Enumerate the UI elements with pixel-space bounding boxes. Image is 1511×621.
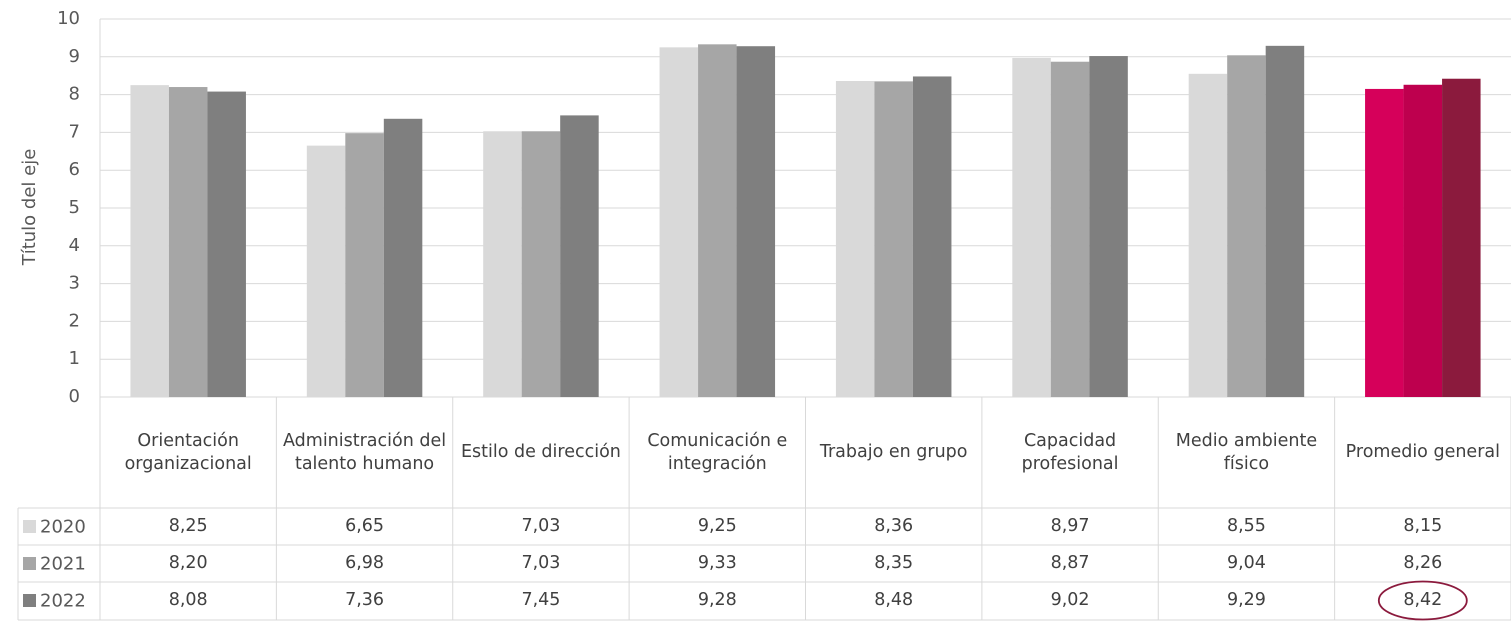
y-tick-label: 2	[69, 310, 80, 331]
table-value: 9,29	[1226, 590, 1266, 610]
table-value: 8,42	[1403, 590, 1443, 610]
y-tick-label: 4	[69, 235, 80, 256]
legend-swatch	[23, 557, 36, 570]
category-label: Trabajo en grupo	[819, 442, 968, 462]
bar	[1050, 61, 1090, 398]
legend-swatch	[23, 594, 36, 607]
table-value: 9,04	[1226, 553, 1266, 573]
table-value: 7,03	[521, 516, 561, 536]
bar	[345, 133, 384, 397]
table-value: 8,08	[168, 590, 208, 610]
y-tick-label: 7	[69, 121, 80, 142]
y-tick-label: 10	[57, 8, 80, 29]
y-axis-label: Título del eje	[19, 149, 40, 267]
table-value: 8,20	[168, 553, 208, 573]
table-value: 7,03	[521, 553, 561, 573]
bar	[698, 44, 737, 398]
bar	[383, 118, 423, 398]
legend-swatch	[23, 520, 36, 533]
bar	[1089, 56, 1128, 397]
table-value: 7,45	[521, 590, 561, 610]
category-label: Medio ambiente físico	[1175, 430, 1318, 474]
bar	[659, 47, 699, 397]
bar	[560, 115, 599, 397]
category-label: Comunicación e integración	[647, 430, 788, 474]
table-value: 9,02	[1050, 590, 1090, 610]
legend-label: 2021	[40, 554, 86, 575]
bar	[874, 81, 913, 398]
table-value: 8,55	[1226, 516, 1266, 536]
bar	[1188, 73, 1228, 397]
table-value: 6,98	[345, 553, 385, 573]
bar	[736, 46, 776, 397]
table-value: 8,15	[1403, 516, 1443, 536]
bar	[835, 80, 875, 397]
y-tick-label: 0	[69, 386, 80, 407]
bar	[521, 131, 561, 398]
category-label: Promedio general	[1345, 442, 1500, 462]
table-value: 9,25	[697, 516, 737, 536]
category-label: Capacidad profesional	[1021, 430, 1119, 474]
category-label: Orientación organizacional	[124, 430, 252, 474]
bar	[1227, 55, 1266, 398]
y-tick-label: 9	[69, 46, 80, 67]
y-tick-label: 3	[69, 273, 80, 294]
legend-label: 2020	[40, 517, 86, 538]
legend-label: 2022	[40, 591, 86, 612]
bar	[207, 91, 246, 398]
table-value: 8,97	[1050, 516, 1090, 536]
bar	[1403, 84, 1443, 397]
y-tick-label: 5	[69, 197, 80, 218]
bar	[1012, 57, 1051, 398]
table-value: 8,48	[874, 590, 914, 610]
category-label: Estilo de dirección	[460, 442, 621, 462]
bar	[483, 131, 522, 398]
table-value: 8,25	[168, 516, 208, 536]
y-tick-label: 6	[69, 159, 80, 180]
table-value: 9,33	[697, 553, 737, 573]
bar	[1442, 78, 1481, 397]
table-value: 6,65	[345, 516, 385, 536]
bar	[168, 87, 208, 397]
table-value: 9,28	[697, 590, 737, 610]
table-value: 8,26	[1403, 553, 1443, 573]
y-tick-label: 1	[69, 348, 80, 369]
table-value: 7,36	[345, 590, 385, 610]
bar	[130, 85, 169, 398]
table-value: 8,35	[874, 553, 914, 573]
bar	[1365, 88, 1404, 398]
table-value: 8,87	[1050, 553, 1090, 573]
category-label: Administración del talento humano	[283, 430, 447, 474]
highlight-circle	[1377, 580, 1468, 621]
table-value: 8,36	[874, 516, 914, 536]
y-tick-label: 8	[69, 84, 80, 105]
bar	[912, 76, 952, 398]
bar	[1265, 45, 1305, 397]
bar	[306, 145, 346, 397]
